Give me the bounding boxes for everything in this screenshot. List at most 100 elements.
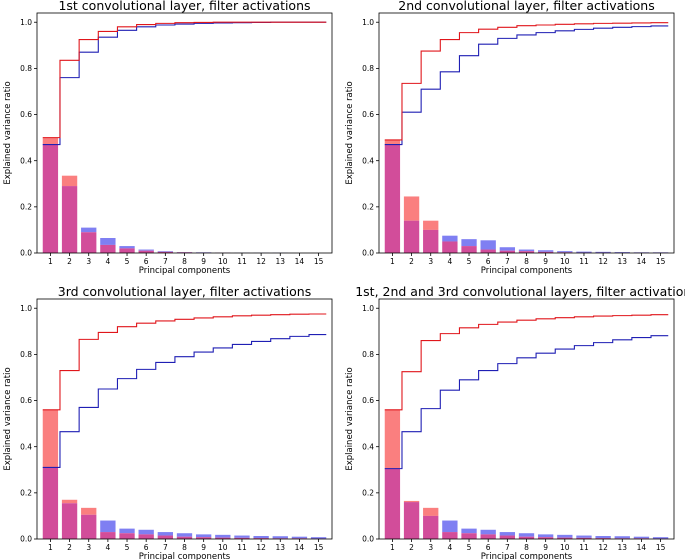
x-tick-label: 1 [48,543,53,552]
bar-overlap-5 [119,533,135,539]
bar-overlap-4 [100,532,116,539]
bar-overlap-4 [100,244,116,253]
x-tick-label: 12 [256,257,266,266]
axes-frame [378,12,675,254]
x-axis-label: Principal components [139,552,231,560]
bar-top-4 [100,520,116,533]
cumulative-line-red [42,313,327,411]
x-tick-label: 14 [637,257,647,266]
x-tick-label: 11 [579,257,589,266]
bar-top-11 [234,535,250,538]
y-tick-label: 0.8 [20,64,32,73]
y-tick-label: 0.0 [362,249,374,258]
x-tick-label: 2 [67,543,72,552]
chart-panel-2nd-conv-layer: 0.00.20.40.60.81.01 2 3 4 5 6 7 8 9 10 11 12 13 14 152… [345,0,675,276]
x-tick-label: 9 [201,257,206,266]
cumulative-line-blue [42,21,327,146]
bar-top-9 [537,250,554,252]
bar-overlap-1 [42,144,59,253]
bar-overlap-9 [195,537,212,539]
x-tick-label: 14 [295,257,305,266]
x-tick-label: 5 [125,257,130,266]
y-tick-label: 1.0 [362,304,374,313]
x-tick-label: 13 [618,543,628,552]
bar-overlap-4 [442,241,458,253]
x-tick-label: 13 [276,257,286,266]
bar-top-12 [595,251,611,253]
bar-top-7 [499,247,516,251]
bar-top-1 [384,409,401,469]
bar-top-10 [215,534,231,538]
y-tick-label: 1.0 [362,18,374,27]
bar-overlap-1 [384,144,401,253]
cumulative-line-red [384,22,669,141]
bar-overlap-5 [461,533,477,539]
chart-title: 1st, 2nd and 3rd convolutional layers, f… [355,284,685,299]
chart-panel-1st-conv-layer: 0.00.20.40.60.81.01 2 3 4 5 6 7 8 9 10 11 12 13 14 151… [3,0,333,276]
bar-top-1 [42,137,59,145]
bar-overlap-8 [176,536,193,539]
bar-top-9 [537,534,554,538]
bar-overlap-3 [423,515,439,539]
x-tick-label: 15 [656,257,666,266]
y-axis-label: Explained variance ratio [345,81,355,184]
bar-top-1 [384,139,401,145]
x-tick-label: 1 [48,257,53,266]
cumulative-line-blue [384,335,669,470]
x-tick-label: 10 [218,543,228,552]
chart-title: 2nd convolutional layer, filter activati… [398,0,655,13]
y-tick-label: 0.6 [362,396,374,405]
x-tick-label: 7 [505,543,510,552]
bar-top-11 [576,251,592,253]
x-tick-label: 15 [314,543,324,552]
bar-overlap-12 [253,538,269,539]
y-tick-label: 0.8 [362,64,374,73]
x-tick-label: 2 [409,257,414,266]
x-tick-label: 14 [637,543,647,552]
y-tick-label: 0.6 [20,110,32,119]
x-tick-label: 2 [409,543,414,552]
bar-top-12 [253,536,269,539]
y-tick-label: 0.6 [362,110,374,119]
x-tick-label: 10 [560,543,570,552]
bar-top-3 [81,227,97,233]
y-tick-label: 0.0 [362,535,374,544]
cumulative-line-red [42,21,327,139]
bar-top-6 [138,529,154,535]
x-tick-label: 12 [598,543,608,552]
x-tick-label: 7 [505,257,510,266]
x-tick-label: 3 [428,257,433,266]
bar-overlap-10 [557,537,573,539]
bar-overlap-7 [499,250,516,253]
x-tick-label: 3 [86,543,91,552]
x-tick-label: 3 [428,543,433,552]
y-tick-label: 0.2 [20,202,32,211]
x-tick-label: 8 [524,257,529,266]
bar-top-8 [518,533,535,537]
y-tick-label: 0.4 [362,156,374,165]
x-tick-label: 13 [276,543,286,552]
y-tick-label: 0.6 [20,396,32,405]
x-tick-label: 6 [486,543,491,552]
x-tick-label: 14 [295,543,305,552]
y-tick-label: 1.0 [20,304,32,313]
x-tick-label: 6 [144,257,149,266]
bar-overlap-1 [42,467,59,539]
y-tick-label: 0.4 [20,156,32,165]
x-tick-label: 7 [163,543,168,552]
chart-panel-all-conv-layers: 0.00.20.40.60.81.01 2 3 4 5 6 7 8 9 10 11 12 13 14 151… [345,284,685,560]
bar-top-7 [157,251,174,252]
x-tick-label: 8 [182,543,187,552]
bar-top-14 [291,536,308,539]
bar-top-2 [403,500,420,503]
y-axis-label: Explained variance ratio [345,367,355,470]
bar-overlap-9 [537,537,554,539]
bar-top-13 [614,252,630,253]
x-tick-label: 5 [125,543,130,552]
y-tick-label: 1.0 [20,18,32,27]
bar-overlap-8 [518,536,535,539]
bar-top-10 [557,534,573,538]
bar-top-8 [518,249,535,252]
x-tick-label: 5 [467,543,472,552]
x-tick-label: 12 [256,543,266,552]
